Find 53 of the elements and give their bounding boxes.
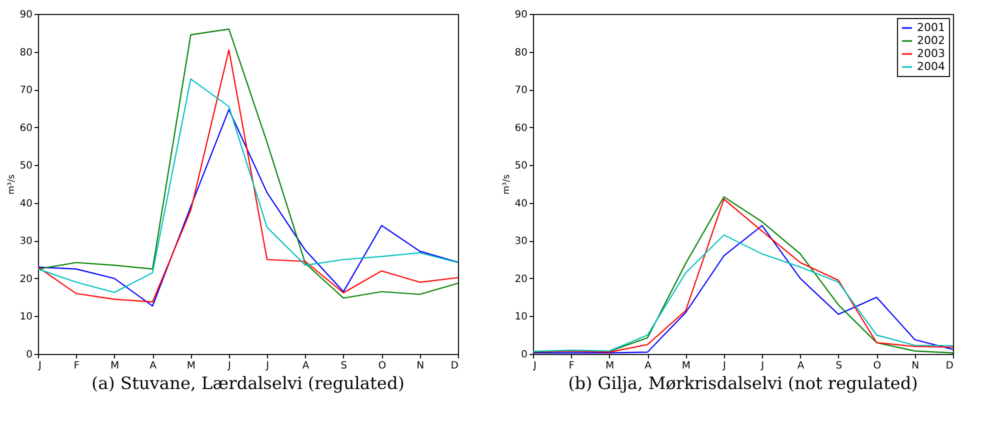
x-tick-label: O <box>873 360 882 372</box>
y-tick-label: 30 <box>20 236 32 248</box>
x-tick-label: A <box>797 360 804 372</box>
y-tick-label: 60 <box>20 122 32 134</box>
y-tick-label: 90 <box>514 10 528 20</box>
x-tick-label: A <box>302 360 310 372</box>
y-tick-label: 20 <box>20 274 32 285</box>
x-tick-label: O <box>378 360 386 372</box>
x-tick-label: N <box>416 360 424 372</box>
x-tick-label: M <box>110 360 120 372</box>
x-tick-label: J <box>760 360 764 372</box>
x-tick-label: J <box>265 360 270 372</box>
y-tick-label: 70 <box>20 85 32 96</box>
y-tick-label: 20 <box>514 274 528 285</box>
legend-label: 2001 <box>917 21 945 34</box>
y-tick-label: 90 <box>20 10 32 20</box>
legend-label: 2004 <box>917 60 945 73</box>
y-axis-title: m³/s <box>502 174 512 195</box>
x-tick-label: S <box>836 360 842 372</box>
y-tick-label: 40 <box>514 198 528 210</box>
y-tick-label: 10 <box>514 312 528 323</box>
x-tick-label: M <box>606 360 614 372</box>
y-axis-title: m³/s <box>6 174 17 195</box>
text: (b) Gilja, Mørkrisdalselvi (not regulated) <box>568 374 918 394</box>
x-tick-label: A <box>150 360 157 372</box>
y-tick-label: 70 <box>514 85 528 96</box>
x-tick-label: D <box>450 360 459 372</box>
legend-label: 2002 <box>917 34 945 47</box>
y-tick-label: 50 <box>514 160 528 172</box>
x-tick-label: N <box>912 360 920 372</box>
x-tick-label: F <box>568 360 575 372</box>
y-tick-label: 40 <box>20 198 32 210</box>
y-tick-label: 80 <box>514 47 528 58</box>
y-tick-label: 50 <box>20 160 32 172</box>
x-tick-label: J <box>226 360 231 372</box>
x-tick-label: D <box>946 360 954 372</box>
y-tick-label: 0 <box>26 350 32 360</box>
text: (a) Stuvane, Lærdalselvi (regulated) <box>92 374 404 394</box>
x-tick-label: S <box>340 360 348 372</box>
legend-label: 2003 <box>917 47 945 60</box>
line-series <box>37 108 459 307</box>
x-tick-label: J <box>532 360 536 372</box>
x-tick-label: J <box>38 360 42 372</box>
y-tick-label: 80 <box>20 47 32 58</box>
y-tick-label: 0 <box>521 350 528 360</box>
x-tick-label: A <box>644 360 652 372</box>
y-tick-label: 10 <box>20 312 32 323</box>
x-tick-label: J <box>722 360 726 372</box>
x-tick-label: M <box>682 360 691 372</box>
x-tick-label: M <box>186 360 196 372</box>
y-tick-label: 30 <box>514 236 528 248</box>
x-tick-label: F <box>74 360 80 372</box>
y-tick-label: 60 <box>514 122 528 134</box>
